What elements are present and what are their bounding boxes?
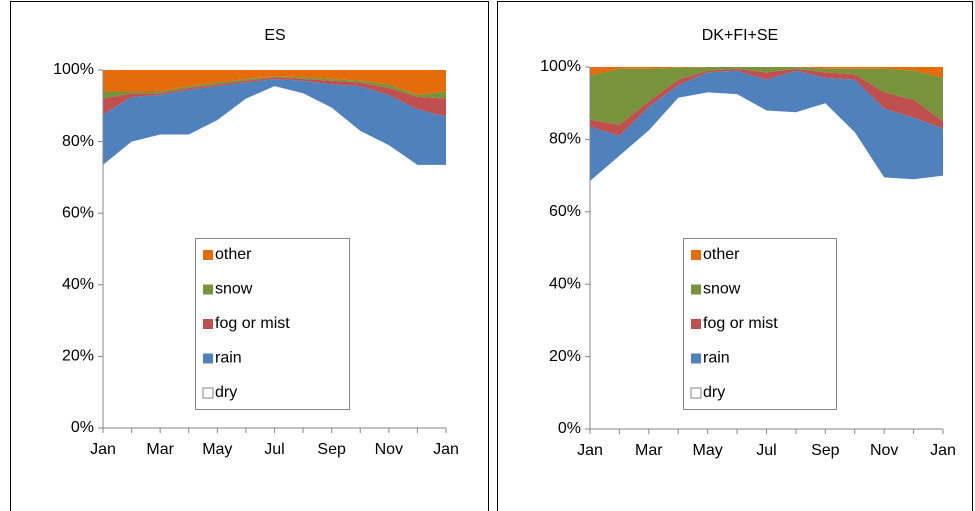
legend-swatch — [203, 353, 213, 364]
legend-label: fog or mist — [703, 315, 778, 332]
y-tick-label: 80% — [62, 133, 94, 150]
y-tick-label: 0% — [558, 420, 581, 437]
y-tick-label: 100% — [540, 58, 581, 75]
legend-label: other — [215, 246, 252, 263]
x-tick-label: Nov — [870, 442, 898, 459]
area — [590, 67, 943, 125]
legend-label: snow — [703, 281, 741, 298]
legend-swatch — [203, 250, 213, 260]
x-tick-label: May — [693, 442, 723, 459]
area — [103, 78, 446, 165]
y-tick-label: 0% — [71, 419, 94, 436]
legend-swatch — [202, 387, 214, 399]
x-tick-label: Jan — [433, 441, 459, 458]
area — [103, 76, 446, 99]
legend-box — [683, 238, 837, 410]
legend-label: other — [703, 246, 740, 263]
legend-label: dry — [703, 384, 725, 401]
x-tick-label: Nov — [375, 441, 403, 458]
x-tick-label: May — [202, 441, 232, 458]
x-tick-label: Mar — [146, 441, 174, 458]
panel-frame — [10, 1, 489, 511]
x-tick-label: Mar — [635, 442, 663, 459]
x-tick-label: Jan — [90, 441, 116, 458]
legend-swatch — [690, 387, 702, 399]
y-tick-label: 20% — [549, 348, 581, 365]
y-tick-label: 20% — [62, 348, 94, 365]
area — [590, 67, 943, 78]
y-tick-label: 60% — [549, 203, 581, 220]
x-tick-label: Jul — [264, 441, 284, 458]
legend-swatch — [203, 284, 213, 295]
legend-swatch — [691, 250, 701, 260]
legend-swatch — [691, 353, 701, 364]
legend-swatch — [691, 319, 701, 329]
legend-label: dry — [215, 384, 237, 401]
legend-label: fog or mist — [215, 315, 290, 332]
y-tick-label: 80% — [549, 131, 581, 148]
legend-label: rain — [703, 350, 730, 367]
x-tick-label: Jan — [577, 442, 603, 459]
y-tick-label: 60% — [62, 204, 94, 221]
legend-label: rain — [215, 350, 242, 367]
chart-title: DK+FI+SE — [702, 27, 778, 44]
x-tick-label: Sep — [317, 441, 346, 458]
legend-swatch — [203, 319, 213, 329]
x-tick-label: Jul — [756, 442, 776, 459]
legend-box — [195, 238, 350, 410]
legend-swatch — [691, 284, 701, 295]
area — [103, 70, 446, 96]
panel-frame — [497, 1, 973, 511]
y-tick-label: 100% — [53, 61, 94, 78]
area — [590, 68, 943, 136]
chart-title: ES — [264, 27, 285, 44]
x-tick-label: Jan — [930, 442, 956, 459]
y-tick-label: 40% — [62, 276, 94, 293]
x-tick-label: Sep — [811, 442, 840, 459]
y-tick-label: 40% — [549, 275, 581, 292]
legend-label: snow — [215, 281, 253, 298]
area — [590, 70, 943, 182]
